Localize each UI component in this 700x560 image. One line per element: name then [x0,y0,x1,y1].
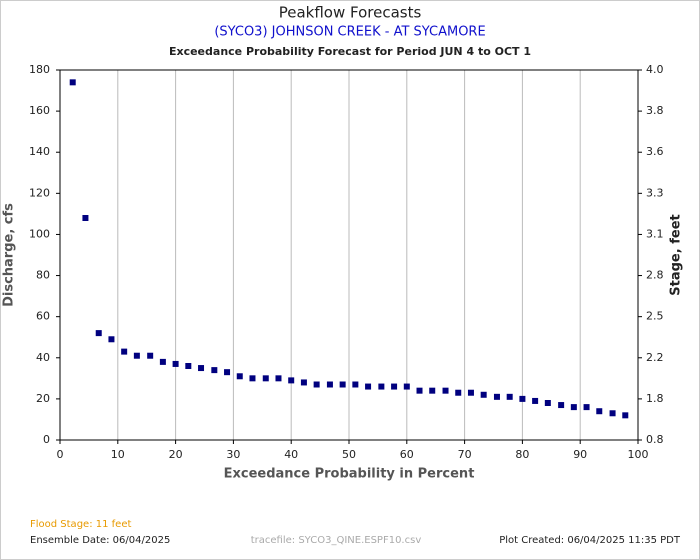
point [133,352,140,359]
point [198,365,205,372]
point [108,336,115,343]
point [352,381,359,388]
point [570,404,577,411]
x-tick-label: 90 [573,448,587,461]
y2-tick-label: 3.8 [646,104,664,117]
point [455,389,462,396]
point [506,393,513,400]
y-tick-label: 100 [29,227,50,240]
point [262,375,269,382]
x-tick-label: 50 [342,448,356,461]
point [147,352,154,359]
point [339,381,346,388]
x-tick-label: 80 [515,448,529,461]
point [403,383,410,390]
y2-tick-label: 4.0 [646,63,664,76]
y2-tick-label: 0.8 [646,433,664,446]
tracefile: tracefile: SYCO3_QINE.ESPF10.csv [251,535,422,546]
point [69,79,76,86]
y-tick-label: 140 [29,145,50,158]
point [391,383,398,390]
point [609,410,616,417]
point [326,381,333,388]
plot-created: Plot Created: 06/04/2025 11:35 PDT [499,535,681,546]
y-tick-label: 40 [36,351,50,364]
y2-tick-label: 2.2 [646,351,664,364]
point [596,408,603,415]
point [493,393,500,400]
y-tick-label: 80 [36,269,50,282]
y-tick-label: 160 [29,104,50,117]
x-tick-label: 60 [400,448,414,461]
point [288,377,295,384]
y-tick-label: 180 [29,63,50,76]
point [172,360,179,367]
x-tick-label: 100 [628,448,649,461]
point [95,330,102,337]
point [378,383,385,390]
point [532,397,539,404]
point [211,367,218,374]
y2-tick-label: 2.5 [646,310,664,323]
chart-subtitle: (SYCO3) JOHNSON CREEK - AT SYCAMORE [214,25,485,40]
x-tick-label: 70 [458,448,472,461]
chart-subtitle-2: Exceedance Probability Forecast for Peri… [169,45,531,58]
y-axis-label: Discharge, cfs [2,203,17,307]
point [480,391,487,398]
point [159,358,166,365]
point [185,363,192,369]
x-tick-label: 30 [226,448,240,461]
y2-tick-label: 3.1 [646,227,664,240]
point [82,215,89,221]
point [236,373,243,380]
point [365,383,372,390]
x-tick-label: 20 [169,448,183,461]
point [544,400,551,406]
point [583,404,590,411]
point [442,387,449,394]
x-axis-label: Exceedance Probability in Percent [224,467,475,482]
point [622,412,629,419]
x-tick-label: 10 [111,448,125,461]
y-tick-label: 120 [29,186,50,199]
point [467,389,474,396]
y2-tick-label: 2.8 [646,269,664,282]
point [313,381,320,388]
point [249,375,256,382]
chart-title: Peakflow Forecasts [279,4,422,22]
ensemble-date: Ensemble Date: 06/04/2025 [30,535,170,546]
point [429,387,436,394]
point [224,369,231,376]
point [275,375,282,382]
point [416,387,423,394]
y2-axis-label: Stage, feet [669,214,684,295]
flood-stage: Flood Stage: 11 feet [30,519,131,530]
point [300,379,307,386]
point [121,348,128,355]
y-tick-label: 60 [36,310,50,323]
y2-tick-label: 3.3 [646,186,664,199]
x-tick-label: 0 [57,448,64,461]
x-tick-label: 40 [284,448,298,461]
point [558,402,565,409]
y-tick-label: 0 [43,433,50,446]
y-tick-label: 20 [36,392,50,405]
point [519,395,526,402]
y2-tick-label: 3.6 [646,145,664,158]
plot-border [59,69,639,441]
y2-tick-label: 1.8 [646,392,664,405]
